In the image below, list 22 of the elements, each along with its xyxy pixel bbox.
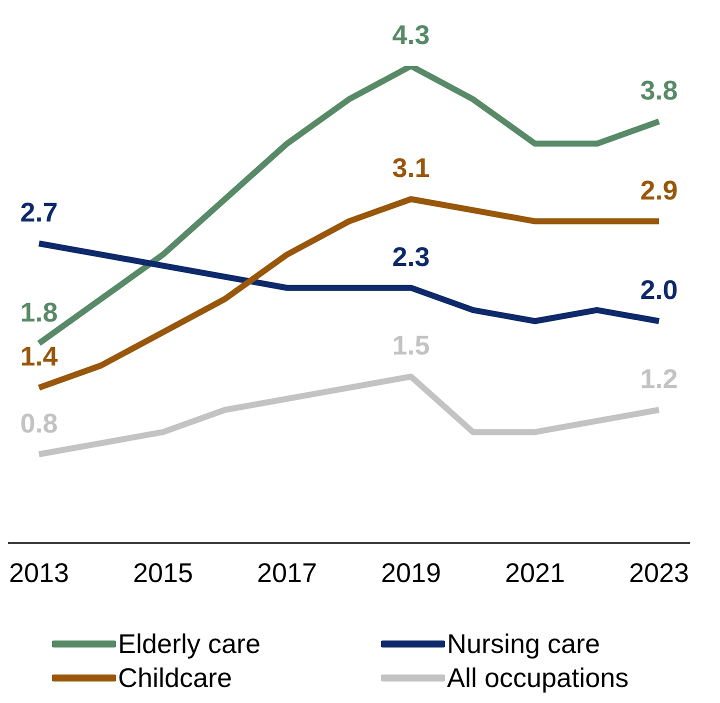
x-tick-label: 2017 (256, 558, 318, 588)
data-label: 3.8 (640, 75, 678, 106)
data-label: 1.4 (20, 342, 58, 372)
legend-label: Nursing care (447, 628, 600, 661)
data-label: 2.3 (392, 242, 430, 272)
data-label: 2.7 (20, 197, 58, 228)
x-tick-label: 2015 (132, 558, 194, 588)
data-label: 0.8 (20, 408, 58, 438)
data-label: 2.9 (640, 175, 678, 206)
x-tick-label: 2023 (628, 558, 690, 588)
data-label: 1.5 (392, 330, 430, 361)
x-tick-label: 2021 (504, 558, 566, 588)
data-label: 3.1 (392, 153, 430, 184)
x-tick-label: 2013 (8, 558, 70, 588)
data-label: 2.0 (640, 275, 678, 306)
data-label: 1.2 (640, 364, 678, 394)
legend-label: Elderly care (118, 628, 261, 661)
data-label: 4.3 (392, 20, 430, 50)
x-tick-label: 2019 (380, 558, 442, 588)
legend-label: Childcare (118, 662, 232, 695)
data-label: 1.8 (20, 297, 58, 328)
legend-label: All occupations (447, 662, 629, 695)
